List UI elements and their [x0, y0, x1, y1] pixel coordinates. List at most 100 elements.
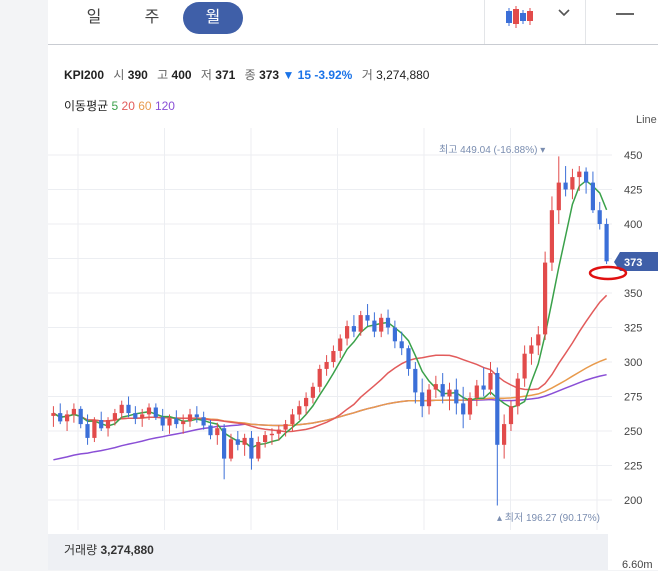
candle-body — [228, 439, 234, 459]
candle — [167, 414, 172, 434]
candle-body — [392, 327, 397, 342]
candle — [508, 400, 514, 431]
candle-body — [85, 424, 90, 438]
candle — [413, 362, 418, 404]
candle — [488, 362, 493, 396]
candle-body — [604, 224, 609, 262]
candle — [58, 403, 63, 425]
candle-body — [590, 182, 595, 211]
candle — [181, 414, 186, 434]
candle-body — [420, 392, 425, 407]
moving-average-legend[interactable]: 이동평균 5 20 60 120 — [64, 97, 175, 114]
candle-body — [222, 428, 227, 459]
close-value: 373 — [259, 68, 280, 82]
high-value: 400 — [171, 68, 192, 82]
candle-body — [570, 177, 575, 190]
candle-body — [577, 171, 582, 178]
open-label: 시 — [113, 68, 125, 82]
y-tick-label: 450 — [624, 150, 642, 162]
candle-body — [563, 182, 568, 190]
candle — [529, 337, 534, 365]
min-annotation: ▴ 최저 196.27 (90.17%) — [497, 512, 600, 524]
candle — [228, 433, 234, 462]
candle-body — [283, 424, 288, 430]
candle — [392, 320, 397, 349]
open-value: 390 — [127, 68, 148, 82]
y-axis: 200225250275300325350375400425450 — [624, 150, 642, 507]
candle-body — [215, 428, 220, 436]
candle — [474, 379, 479, 407]
candle — [310, 382, 315, 404]
period-tabs: 일 주 월 — [48, 0, 488, 44]
candle — [570, 168, 575, 200]
ma120-label: 120 — [154, 99, 175, 113]
candle-body — [126, 404, 131, 414]
ma5-label: 5 — [111, 99, 119, 113]
candle-body — [358, 315, 363, 332]
candle-body — [167, 418, 172, 426]
tab-daily[interactable]: 일 — [86, 9, 102, 26]
candle — [454, 378, 459, 415]
candle — [242, 433, 247, 456]
candle — [379, 313, 384, 338]
candle-body — [276, 429, 281, 434]
change-value: ▼ 15 -3.92% — [282, 68, 353, 82]
candle — [256, 436, 261, 462]
chart-type-picker[interactable] — [484, 0, 586, 44]
current-price-tag: 373 — [614, 252, 658, 271]
candle — [65, 410, 70, 431]
candle-body — [584, 171, 589, 183]
candle — [358, 310, 363, 336]
price-chart[interactable]: 200225250275300325350375400425450 373 최고… — [0, 0, 658, 534]
ma20-label: 20 — [121, 99, 135, 113]
candle-body — [365, 315, 370, 321]
candle-body — [440, 384, 445, 397]
candle-body — [105, 420, 111, 429]
ma5-line — [53, 179, 608, 449]
candle — [556, 156, 561, 224]
candle — [174, 410, 179, 429]
candle-body — [543, 262, 548, 335]
volume-value: 3,274,880 — [376, 68, 430, 82]
candle — [317, 364, 322, 393]
low-label: 저 — [200, 68, 212, 82]
scale-label[interactable]: Line — [636, 114, 657, 126]
candle-body — [71, 408, 76, 415]
tab-monthly[interactable]: 월 — [183, 2, 243, 34]
candle-body — [324, 362, 329, 369]
candle — [304, 392, 309, 415]
candle-body — [208, 425, 213, 436]
ma20-line — [53, 294, 608, 433]
candle — [399, 331, 404, 356]
candle — [290, 408, 295, 431]
candle-body — [140, 414, 145, 419]
y-tick-label: 350 — [624, 288, 642, 300]
volume-axis-tick: 6.60m — [622, 559, 653, 571]
candle — [604, 218, 609, 265]
volume-panel — [48, 534, 608, 570]
candle-body — [187, 414, 193, 422]
moving-average-lines — [53, 179, 608, 461]
high-label: 고 — [157, 68, 169, 82]
candle — [351, 315, 356, 338]
candle — [119, 400, 124, 419]
candle — [222, 424, 227, 480]
candle-body — [331, 351, 336, 362]
candle — [276, 425, 281, 441]
candle — [112, 408, 117, 426]
candle-body — [406, 348, 411, 369]
menu-button[interactable] — [610, 8, 640, 32]
tab-weekly[interactable]: 주 — [144, 9, 160, 26]
candle — [495, 367, 500, 506]
candle — [146, 403, 152, 420]
candle-body — [290, 414, 295, 425]
candle — [515, 373, 520, 415]
volume-panel-label: 거래량 — [64, 543, 98, 557]
candle — [99, 411, 104, 431]
candle-body — [447, 389, 452, 397]
candle-body — [174, 418, 179, 425]
candle-body — [399, 341, 404, 349]
candle-body — [379, 317, 384, 332]
candle-body — [51, 413, 56, 416]
candle-body — [385, 317, 391, 328]
